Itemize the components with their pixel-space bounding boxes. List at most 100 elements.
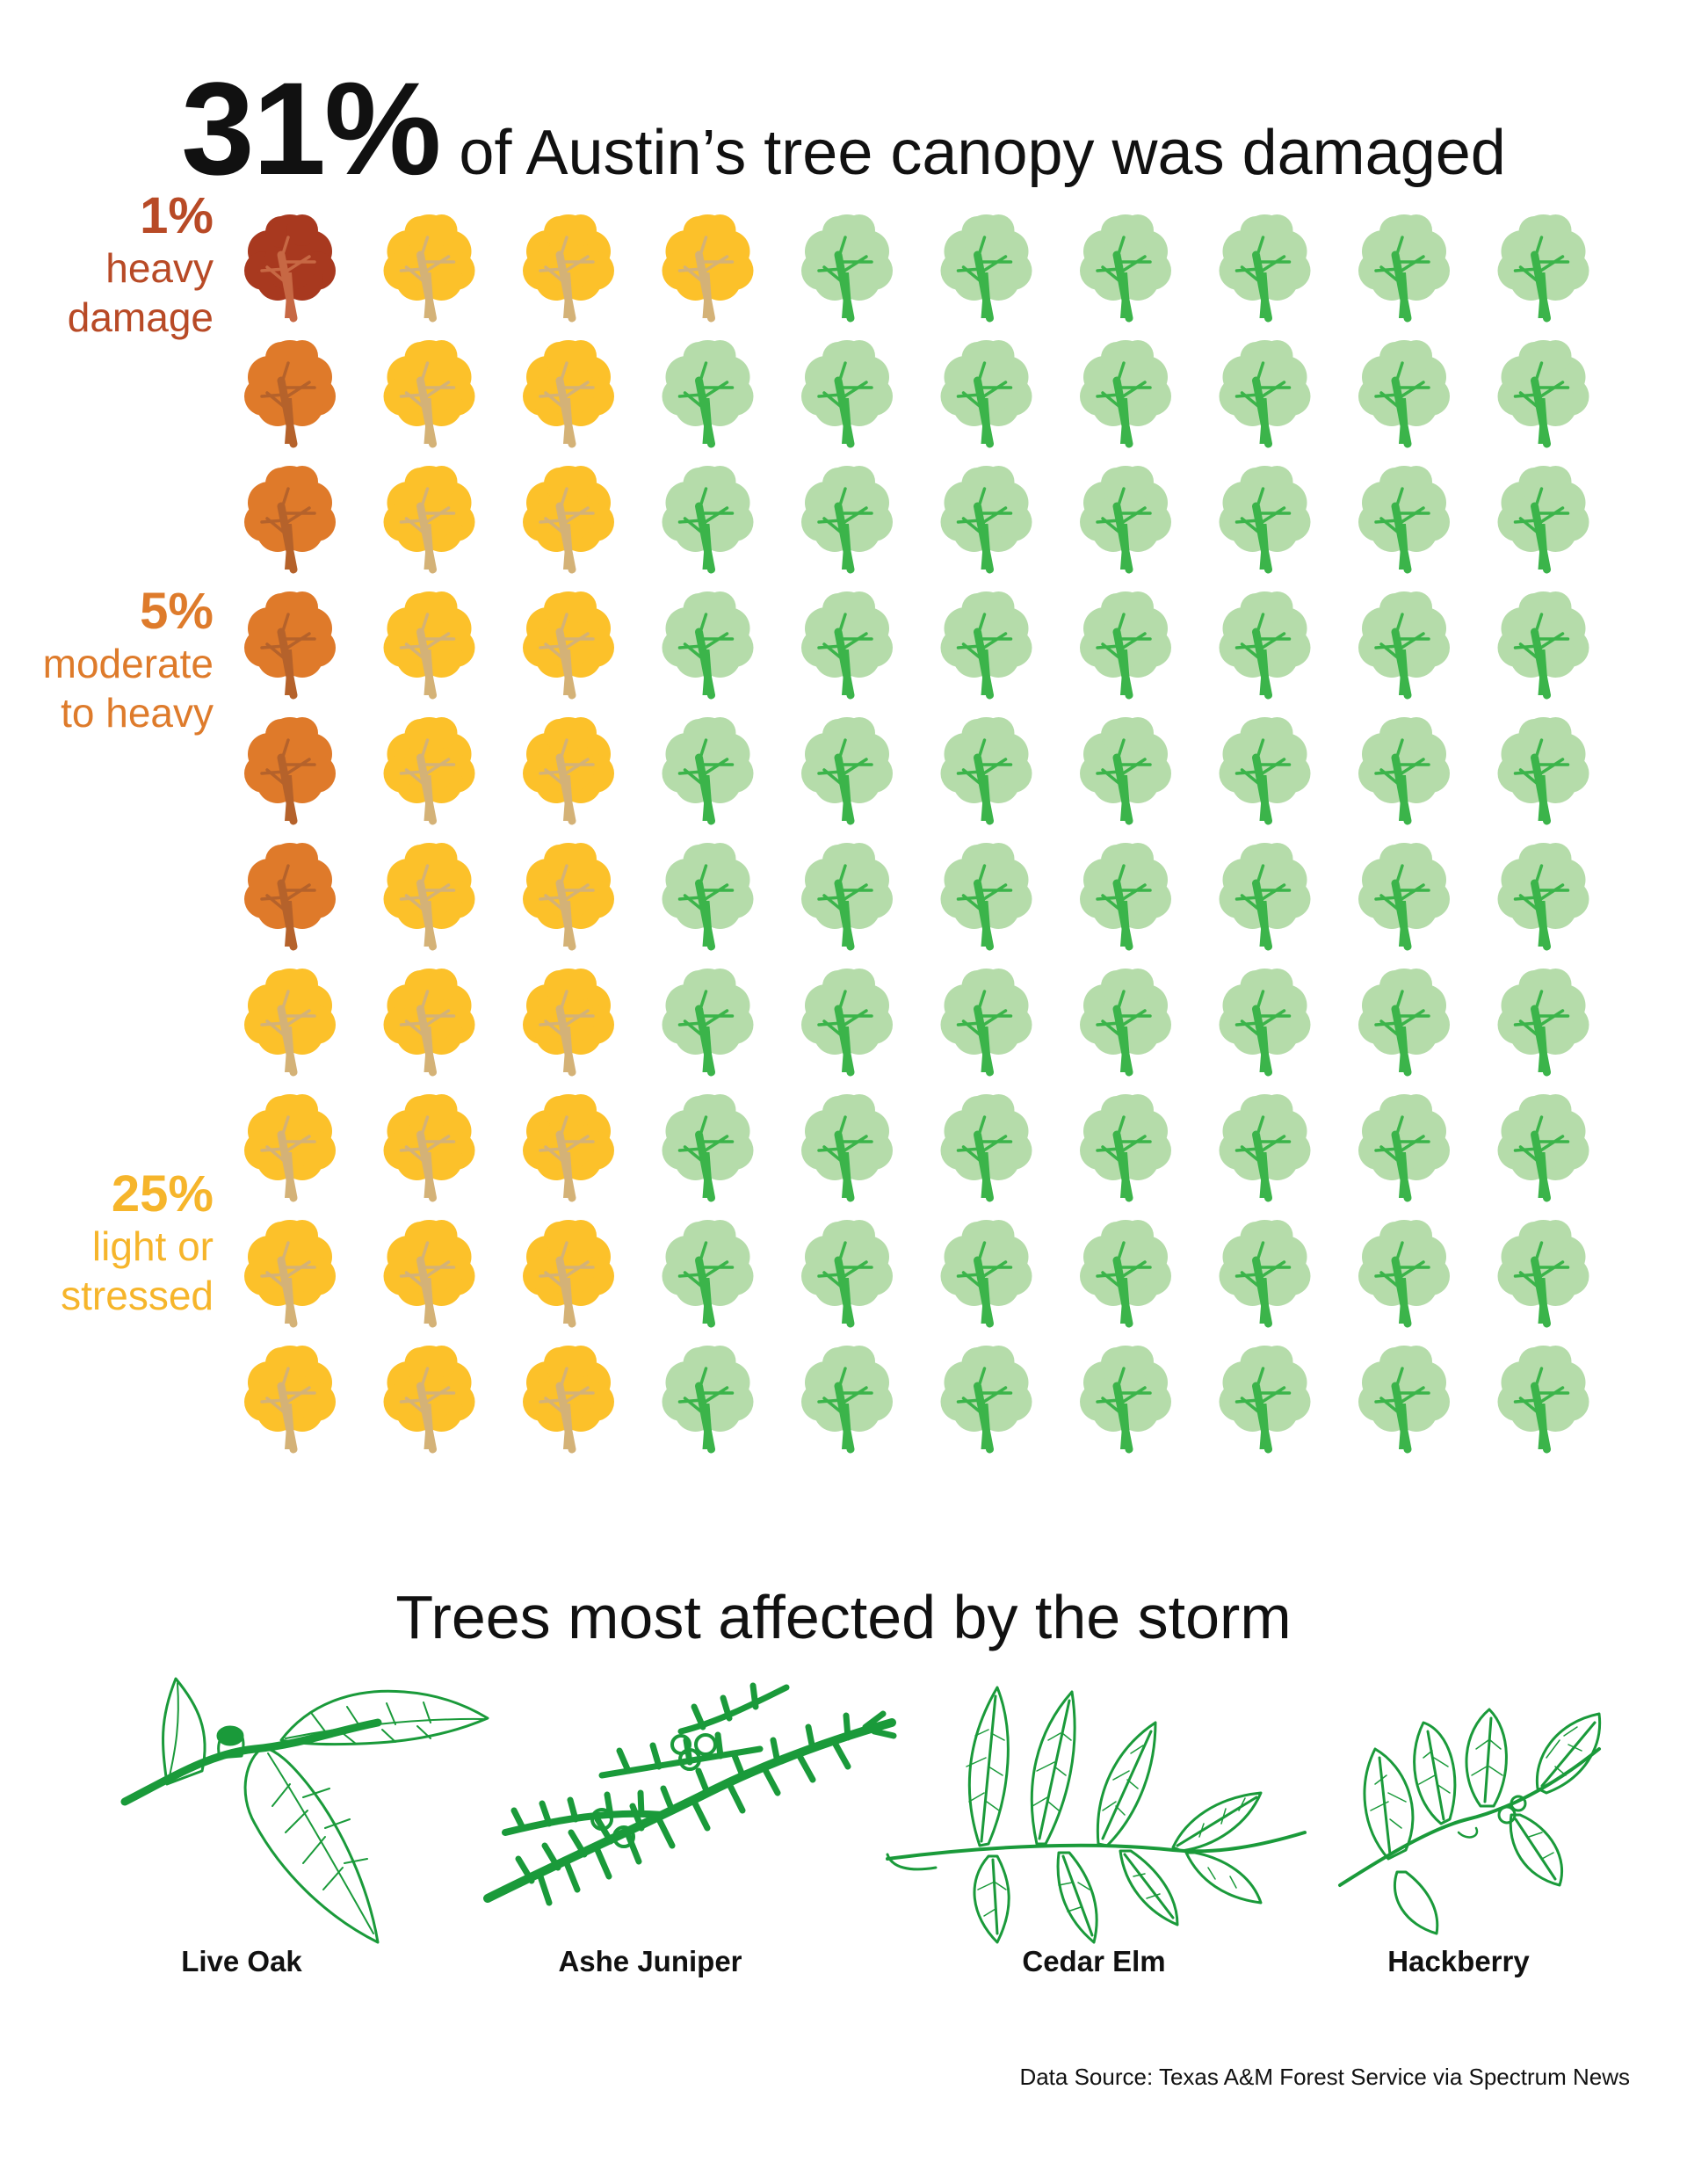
label-light: 25% light or stressed xyxy=(16,1167,214,1320)
tree-light xyxy=(523,214,614,323)
label-heavy-line1: heavy xyxy=(105,245,214,291)
tree-undamaged xyxy=(662,1220,754,1328)
label-heavy-damage: 1% heavy damage xyxy=(16,189,214,342)
tree-undamaged xyxy=(1497,214,1589,323)
tree-moderate xyxy=(244,340,336,448)
hackberry-illustration xyxy=(1336,1652,1617,1977)
tree-light xyxy=(662,214,754,323)
label-moderate-pct: 5% xyxy=(140,583,214,640)
headline-percent: 31% xyxy=(181,54,441,202)
tree-undamaged xyxy=(662,340,754,448)
tree-undamaged xyxy=(1497,1346,1589,1454)
tree-undamaged xyxy=(1219,1346,1311,1454)
live-oak-illustration xyxy=(114,1652,501,1977)
tree-light xyxy=(523,591,614,700)
species-label-live-oak: Live Oak xyxy=(181,1945,302,1977)
tree-undamaged xyxy=(801,717,893,825)
label-heavy-pct: 1% xyxy=(140,187,214,244)
tree-undamaged xyxy=(940,591,1032,700)
tree-light xyxy=(523,1094,614,1202)
tree-undamaged xyxy=(1080,1220,1171,1328)
tree-undamaged xyxy=(1080,340,1171,448)
headline: 31% of Austin’s tree canopy was damaged xyxy=(0,53,1687,205)
label-moderate-line2: to heavy xyxy=(61,690,214,736)
tree-undamaged xyxy=(801,843,893,951)
tree-undamaged xyxy=(940,466,1032,574)
tree-undamaged xyxy=(1358,466,1450,574)
tree-light xyxy=(523,340,614,448)
tree-light xyxy=(383,340,475,448)
label-moderate-line1: moderate xyxy=(42,641,214,686)
tree-undamaged xyxy=(1219,1094,1311,1202)
tree-moderate xyxy=(244,717,336,825)
tree-undamaged xyxy=(1358,340,1450,448)
tree-undamaged xyxy=(801,466,893,574)
tree-undamaged xyxy=(940,1220,1032,1328)
tree-undamaged xyxy=(1080,717,1171,825)
tree-undamaged xyxy=(1497,717,1589,825)
tree-undamaged xyxy=(1358,1220,1450,1328)
tree-undamaged xyxy=(1358,969,1450,1077)
tree-light xyxy=(523,1346,614,1454)
tree-light xyxy=(383,591,475,700)
tree-undamaged xyxy=(1497,969,1589,1077)
tree-undamaged xyxy=(1219,1220,1311,1328)
headline-text: of Austin’s tree canopy was damaged xyxy=(459,118,1506,188)
tree-undamaged xyxy=(662,1094,754,1202)
tree-undamaged xyxy=(1080,466,1171,574)
label-light-line1: light or xyxy=(91,1223,214,1269)
tree-light xyxy=(383,466,475,574)
label-moderate: 5% moderate to heavy xyxy=(16,584,214,737)
tree-light xyxy=(383,1346,475,1454)
tree-undamaged xyxy=(940,969,1032,1077)
tree-undamaged xyxy=(801,591,893,700)
label-light-line2: stressed xyxy=(61,1273,214,1318)
tree-light xyxy=(244,1094,336,1202)
tree-undamaged xyxy=(1358,591,1450,700)
tree-light xyxy=(244,1220,336,1328)
tree-undamaged xyxy=(1080,1094,1171,1202)
tree-undamaged xyxy=(1358,843,1450,951)
tree-undamaged xyxy=(801,340,893,448)
tree-undamaged xyxy=(1080,1346,1171,1454)
tree-light xyxy=(244,1346,336,1454)
tree-undamaged xyxy=(662,466,754,574)
tree-undamaged xyxy=(801,214,893,323)
ashe-juniper-illustration xyxy=(479,1652,901,1977)
tree-undamaged xyxy=(1080,969,1171,1077)
tree-light xyxy=(383,969,475,1077)
tree-undamaged xyxy=(940,214,1032,323)
tree-light xyxy=(523,969,614,1077)
tree-undamaged xyxy=(1080,843,1171,951)
tree-undamaged xyxy=(940,843,1032,951)
tree-undamaged xyxy=(1080,591,1171,700)
tree-moderate xyxy=(244,591,336,700)
tree-undamaged xyxy=(1219,717,1311,825)
species-label-cedar-elm: Cedar Elm xyxy=(1022,1945,1166,1977)
tree-undamaged xyxy=(1219,843,1311,951)
tree-undamaged xyxy=(940,1346,1032,1454)
tree-undamaged xyxy=(1358,1094,1450,1202)
tree-undamaged xyxy=(1497,466,1589,574)
cedar-elm-illustration xyxy=(883,1652,1314,1977)
tree-moderate xyxy=(244,843,336,951)
tree-undamaged xyxy=(1358,717,1450,825)
tree-undamaged xyxy=(1358,214,1450,323)
tree-light xyxy=(383,843,475,951)
tree-moderate xyxy=(244,466,336,574)
tree-light xyxy=(523,1220,614,1328)
tree-undamaged xyxy=(662,717,754,825)
tree-light xyxy=(383,214,475,323)
tree-undamaged xyxy=(1219,340,1311,448)
tree-undamaged xyxy=(1219,214,1311,323)
tree-waffle-chart xyxy=(244,214,1589,1454)
species-label-ashe-juniper: Ashe Juniper xyxy=(558,1945,742,1977)
section-title: Trees most affected by the storm xyxy=(395,1583,1292,1651)
tree-undamaged xyxy=(1358,1346,1450,1454)
tree-undamaged xyxy=(1497,340,1589,448)
tree-undamaged xyxy=(801,1220,893,1328)
tree-undamaged xyxy=(1497,591,1589,700)
tree-light xyxy=(244,969,336,1077)
tree-undamaged xyxy=(1497,843,1589,951)
tree-heavy xyxy=(244,214,336,323)
